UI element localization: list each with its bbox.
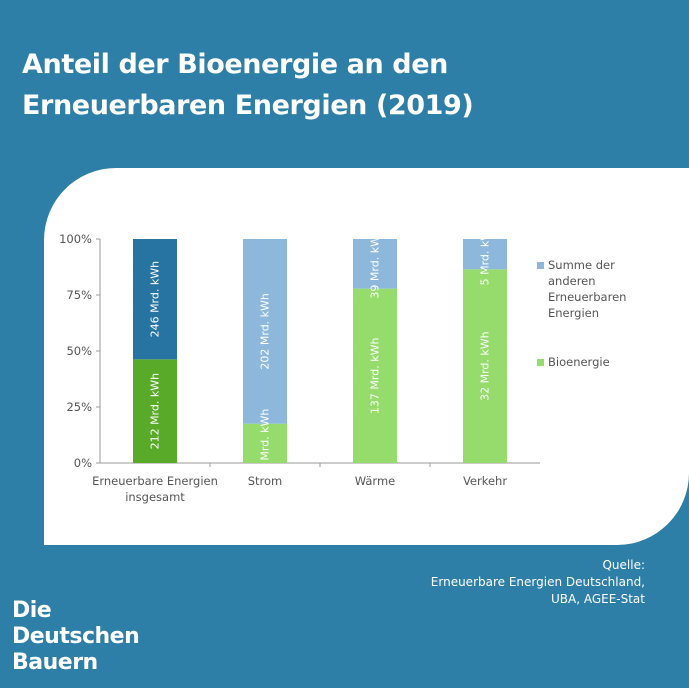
- data-label-bioenergie: 137 Mrd. kWh: [369, 338, 382, 415]
- x-category-label: Verkehr: [463, 474, 507, 488]
- source-line-2: UBA, AGEE-Stat: [550, 592, 645, 606]
- brand-logo-line-3: Bauern: [12, 650, 98, 675]
- chart-card: 0% 25% 50% 75% 100% 212 Mrd. kWh 246 Mrd. kWh E…: [44, 168, 689, 545]
- chart-title-line-1: Anteil der Bioenergie an den: [22, 49, 448, 80]
- chart-title-line-2: Erneuerbaren Energien (2019): [22, 90, 474, 121]
- source-line-1: Erneuerbare Energien Deutschland,: [430, 575, 645, 589]
- legend-bioenergie-label: Bioenergie: [548, 355, 610, 369]
- bar-bioenergie[interactable]: [133, 359, 177, 463]
- chart-title: Anteil der Bioenergie an den Erneuerbare…: [22, 44, 622, 126]
- y-tick-label: 50%: [66, 344, 92, 358]
- legend-other-renewables-swatch: [537, 262, 544, 269]
- data-label-bioenergie: 43 Mrd. kWh: [259, 409, 272, 479]
- y-tick-label: 0%: [74, 456, 92, 470]
- y-tick-label: 25%: [66, 400, 92, 414]
- data-label-other-renewables: 5 Mrd. kWh: [479, 223, 492, 286]
- source-note: Quelle: Erneuerbare Energien Deutschland…: [431, 557, 645, 608]
- bar-other-renewables[interactable]: [463, 239, 507, 270]
- legend-bioenergie-swatch: [537, 359, 544, 366]
- bar-bioenergie[interactable]: [463, 269, 507, 463]
- source-label: Quelle:: [602, 558, 645, 572]
- x-category-label: Strom: [248, 474, 283, 488]
- y-tick-label: 75%: [66, 288, 92, 302]
- bar-bioenergie[interactable]: [353, 288, 397, 463]
- x-category-label: Wärme: [355, 474, 396, 488]
- brand-logo: Die Deutschen Bauern: [12, 598, 140, 676]
- y-tick-label: 100%: [59, 232, 92, 246]
- brand-logo-line-2: Deutschen: [12, 624, 140, 649]
- stacked-bar-chart: 0% 25% 50% 75% 100% 212 Mrd. kWh 246 Mrd. kWh E…: [59, 223, 626, 504]
- bar-bioenergie[interactable]: [243, 423, 287, 463]
- bar-other-renewables[interactable]: [243, 239, 287, 424]
- data-label-other-renewables: 202 Mrd. kWh: [259, 293, 272, 370]
- data-label-other-renewables: 39 Mrd. kWh: [369, 229, 382, 299]
- bar-other-renewables[interactable]: [133, 239, 177, 360]
- x-category-label: Erneuerbare Energien insgesamt: [92, 474, 218, 504]
- data-label-bioenergie: 32 Mrd. kWh: [479, 331, 492, 401]
- brand-logo-line-1: Die: [12, 598, 52, 623]
- data-label-bioenergie: 212 Mrd. kWh: [149, 373, 162, 450]
- bar-other-renewables[interactable]: [353, 239, 397, 289]
- data-label-other-renewables: 246 Mrd. kWh: [149, 261, 162, 338]
- legend-other-renewables-label: Summe der anderen Erneuerbaren Energien: [548, 258, 626, 320]
